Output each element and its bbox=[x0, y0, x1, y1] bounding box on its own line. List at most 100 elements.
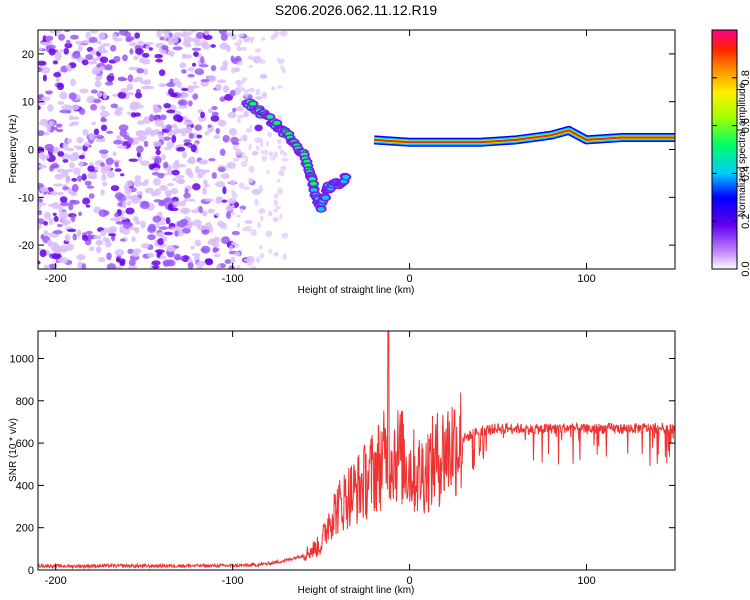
noise-speckle bbox=[168, 88, 174, 96]
snr-series-line bbox=[38, 331, 675, 570]
noise-speckle bbox=[44, 154, 50, 159]
noise-speckle bbox=[43, 211, 51, 220]
noise-speckle bbox=[167, 183, 175, 187]
noise-speckle bbox=[55, 77, 60, 83]
noise-speckle bbox=[232, 157, 240, 162]
noise-speckle bbox=[237, 33, 245, 37]
noise-speckle bbox=[165, 259, 176, 267]
noise-speckle bbox=[215, 212, 220, 217]
noise-speckle bbox=[81, 263, 87, 269]
noise-speckle bbox=[170, 187, 179, 195]
noise-speckle bbox=[64, 169, 74, 173]
noise-speckle bbox=[251, 150, 259, 156]
noise-speckle bbox=[59, 214, 67, 223]
noise-speckle bbox=[71, 177, 78, 182]
noise-speckle bbox=[144, 42, 155, 46]
noise-speckle bbox=[155, 149, 161, 156]
noise-speckle bbox=[211, 111, 219, 117]
noise-speckle bbox=[132, 78, 139, 83]
noise-speckle bbox=[167, 203, 174, 211]
snr-xtick-label: 0 bbox=[407, 575, 413, 587]
noise-speckle bbox=[242, 77, 248, 83]
noise-speckle bbox=[172, 77, 180, 85]
noise-speckle bbox=[259, 207, 266, 215]
noise-speckle bbox=[174, 230, 179, 237]
lower-blob-core bbox=[342, 174, 350, 180]
noise-speckle bbox=[170, 226, 180, 231]
noise-speckle bbox=[241, 161, 248, 168]
noise-speckle bbox=[236, 61, 244, 66]
noise-speckle bbox=[240, 134, 248, 141]
noise-speckle bbox=[101, 173, 107, 182]
noise-speckle bbox=[65, 39, 71, 45]
noise-speckle bbox=[273, 151, 278, 158]
noise-speckle bbox=[141, 58, 151, 65]
noise-speckle bbox=[38, 60, 47, 66]
noise-speckle bbox=[65, 243, 75, 251]
noise-speckle bbox=[230, 162, 236, 166]
noise-speckle bbox=[115, 221, 125, 225]
noise-speckle bbox=[137, 120, 145, 126]
noise-speckle bbox=[229, 89, 236, 97]
noise-speckle bbox=[268, 248, 273, 254]
descending-trace-core bbox=[266, 114, 274, 119]
noise-speckle bbox=[249, 125, 253, 129]
noise-speckle bbox=[254, 198, 259, 206]
noise-speckle bbox=[232, 144, 238, 151]
noise-speckle bbox=[220, 173, 230, 180]
noise-speckle bbox=[181, 69, 187, 74]
noise-speckle bbox=[163, 197, 174, 204]
noise-speckle bbox=[66, 147, 75, 152]
noise-speckle bbox=[188, 156, 196, 165]
noise-speckle bbox=[40, 153, 46, 162]
noise-speckle bbox=[49, 263, 57, 269]
noise-speckle bbox=[68, 92, 77, 100]
noise-speckle bbox=[99, 230, 106, 237]
noise-speckle bbox=[259, 252, 264, 259]
noise-speckle bbox=[39, 249, 47, 258]
noise-speckle bbox=[71, 183, 79, 192]
noise-speckle bbox=[51, 202, 60, 210]
noise-speckle bbox=[100, 116, 106, 122]
noise-speckle bbox=[99, 66, 106, 71]
noise-speckle bbox=[200, 55, 205, 64]
spectrogram-xtick-label: 0 bbox=[407, 273, 413, 285]
noise-speckle bbox=[136, 145, 144, 153]
noise-speckle bbox=[158, 69, 166, 77]
noise-speckle bbox=[64, 30, 71, 33]
noise-speckle bbox=[47, 203, 56, 207]
noise-speckle bbox=[231, 230, 240, 236]
noise-speckle bbox=[127, 265, 138, 269]
noise-speckle bbox=[102, 92, 108, 100]
noise-speckle bbox=[267, 131, 272, 138]
noise-speckle bbox=[78, 211, 83, 217]
noise-speckle bbox=[51, 252, 61, 260]
noise-speckle bbox=[59, 196, 68, 203]
noise-speckle bbox=[231, 33, 237, 40]
noise-speckle bbox=[267, 210, 273, 217]
noise-speckle bbox=[198, 159, 209, 165]
noise-speckle bbox=[91, 58, 98, 62]
noise-speckle bbox=[165, 217, 171, 225]
noise-speckle bbox=[238, 182, 245, 189]
noise-speckle bbox=[49, 30, 56, 34]
noise-speckle bbox=[115, 256, 121, 263]
noise-speckle bbox=[192, 183, 201, 191]
noise-speckle bbox=[143, 140, 149, 148]
noise-speckle bbox=[230, 136, 239, 144]
noise-speckle bbox=[85, 204, 91, 208]
noise-speckle bbox=[178, 200, 186, 207]
noise-speckle bbox=[44, 131, 50, 136]
noise-speckle bbox=[73, 145, 81, 149]
noise-speckle bbox=[162, 161, 169, 169]
noise-speckle bbox=[53, 72, 62, 78]
noise-speckle bbox=[102, 181, 108, 187]
noise-speckle bbox=[245, 128, 253, 133]
noise-speckle bbox=[61, 256, 69, 264]
noise-speckle bbox=[246, 260, 253, 267]
spectrogram-marks bbox=[38, 30, 675, 269]
noise-speckle bbox=[61, 170, 69, 178]
noise-speckle bbox=[119, 225, 125, 234]
